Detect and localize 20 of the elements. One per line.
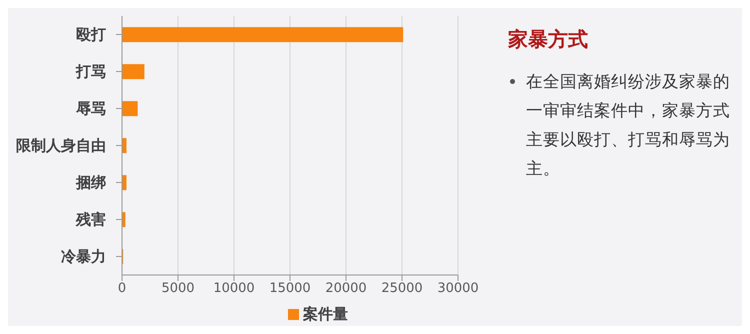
y-tick-label: 打骂 [75,62,106,80]
x-tick-label: 10000 [213,281,255,296]
text: 在全国离婚纠纷涉及家暴的一审审结案件中，家暴方式主要以殴打、打骂和辱骂为主。 [526,71,730,180]
y-tick-label: 殴打 [76,26,106,44]
x-tick-label: 15000 [269,281,311,296]
y-tick-label: 捆绑 [75,174,106,192]
text: 家暴方式 [508,26,589,53]
x-tick-label: 5000 [161,281,195,296]
x-tick-label: 20000 [325,281,367,296]
bar [122,27,404,42]
y-tick-label: 冷暴力 [61,248,106,266]
legend-label: 案件量 [303,305,348,323]
y-tick-label: 辱骂 [75,100,106,118]
y-tick-label: 残害 [75,210,106,228]
x-tick-label: 25000 [381,281,423,296]
y-tick-label: 限制人身自由 [16,136,106,154]
x-tick-label: 0 [118,281,126,296]
bar [122,101,138,116]
x-tick-label: 30000 [437,281,479,296]
bar [122,64,144,80]
